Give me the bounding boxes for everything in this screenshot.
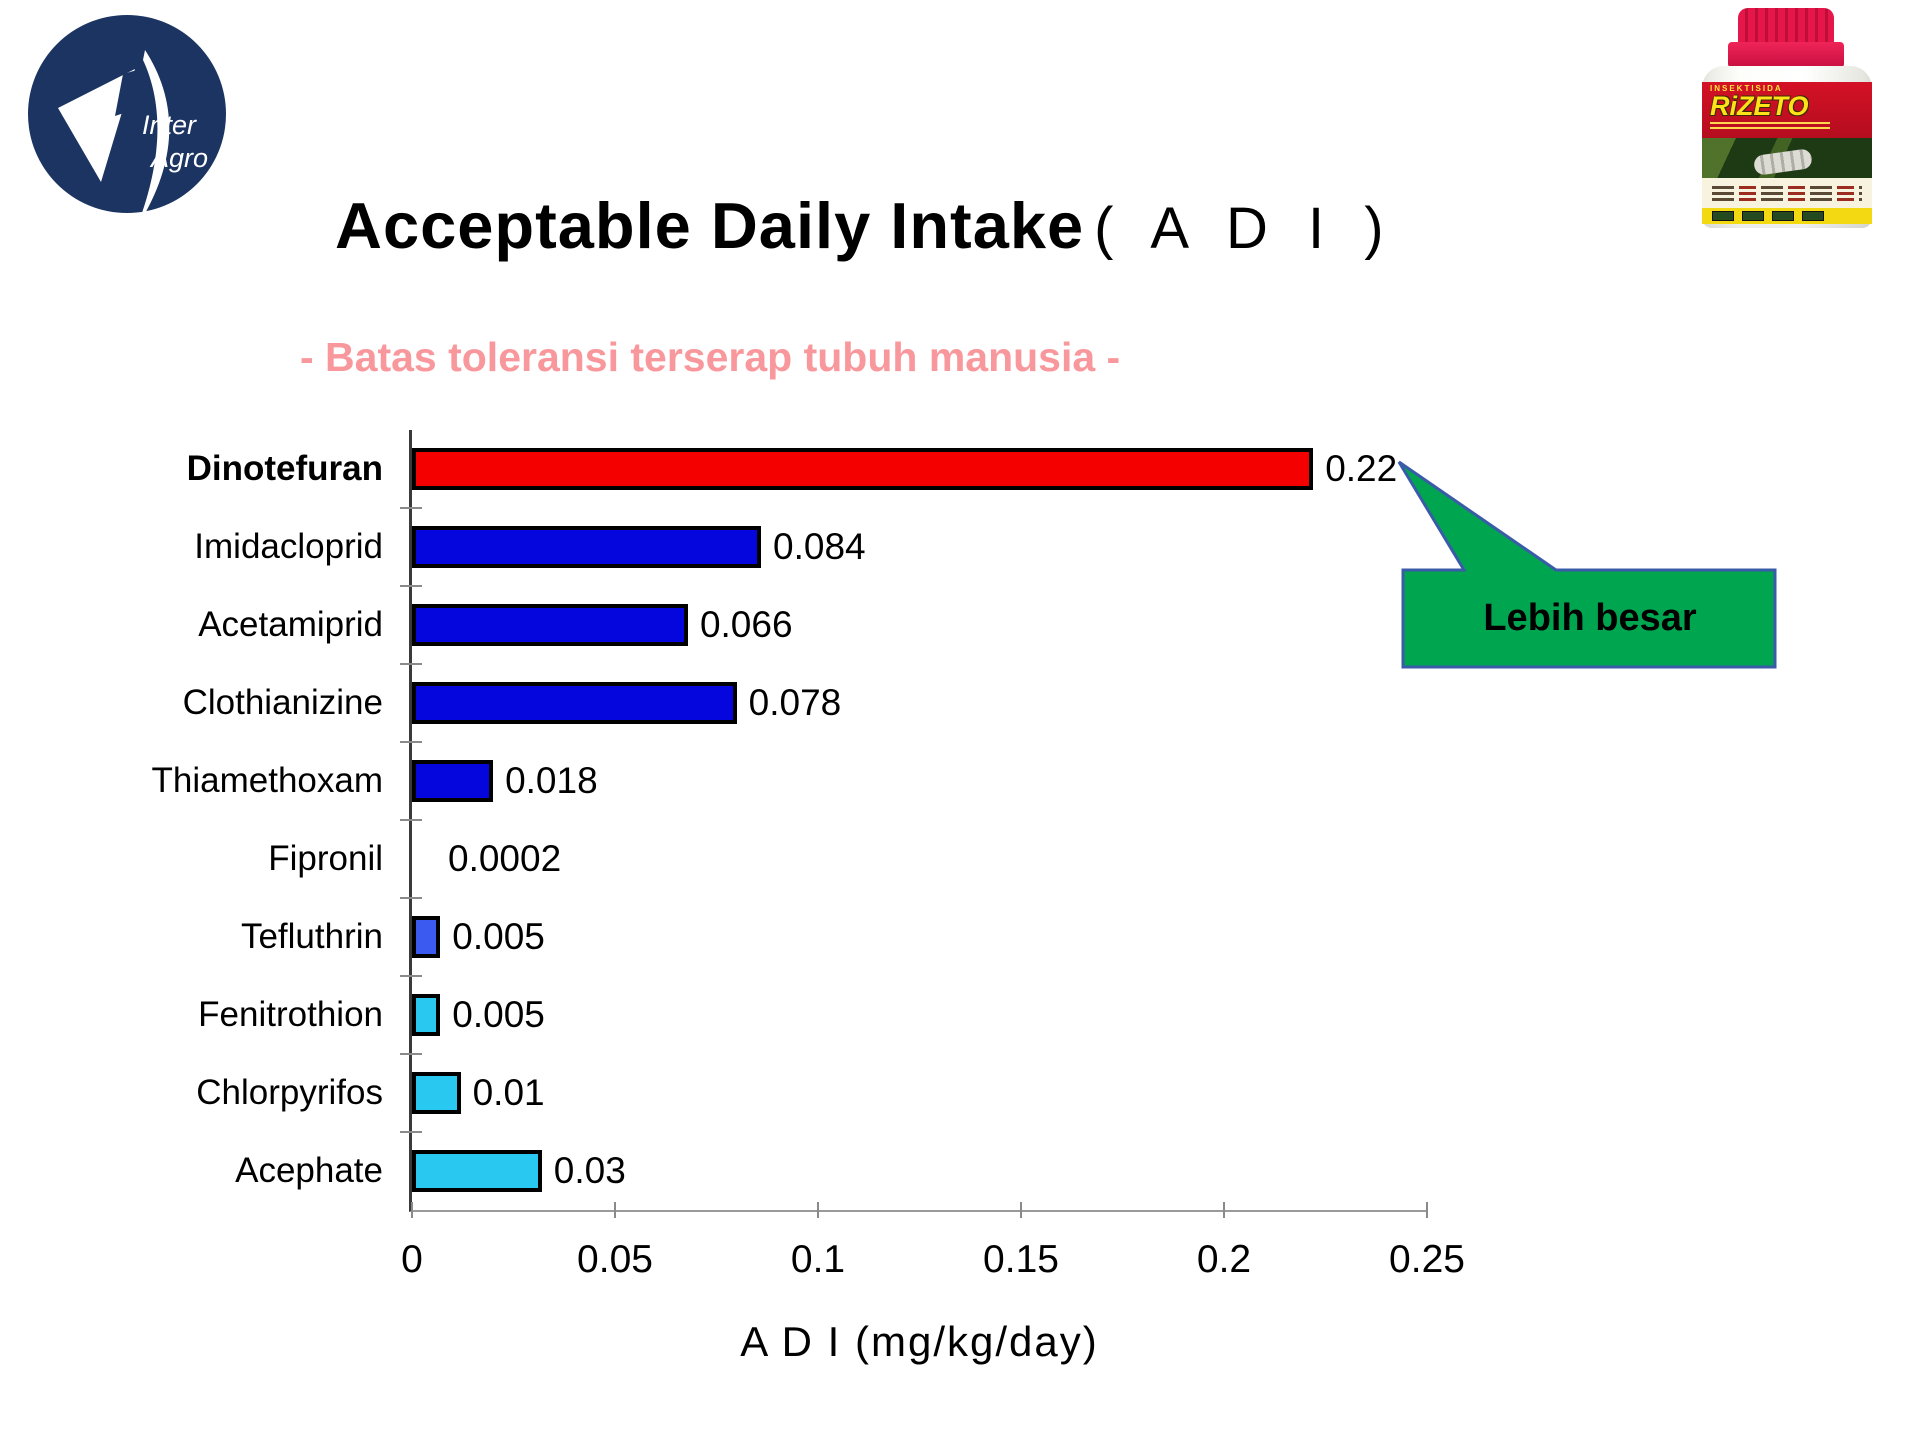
y-axis-tick [400, 741, 422, 743]
bottle-label-description [1702, 178, 1872, 208]
callout-lebih-besar: Lebih besar [1395, 458, 1785, 673]
x-axis-tick [1223, 1202, 1225, 1218]
adi-bar-chart: Dinotefuran Imidacloprid Acetamiprid Clothi… [30, 430, 1465, 1365]
category-label: Tefluthrin [240, 917, 383, 956]
y-axis-tick [400, 585, 422, 587]
category-label: Acetamiprid [198, 605, 383, 644]
plot-area: A D I (mg/kg/day) 0.22 0.084 0.066 0.078 0.0… [400, 430, 1465, 1365]
x-axis-tick-label: 0.2 [1196, 1238, 1252, 1281]
bar [412, 448, 1314, 490]
bottle-brand-name: RiZETO [1710, 91, 1809, 121]
bottle-cap-base [1728, 42, 1844, 68]
category-label: Thiamethoxam [151, 761, 383, 800]
bar [412, 682, 737, 724]
bar [412, 1150, 542, 1192]
x-axis-tick [817, 1202, 819, 1218]
bar [412, 526, 762, 568]
category-labels: Dinotefuran Imidacloprid Acetamiprid Clothi… [30, 430, 409, 1212]
caterpillar-icon [1752, 148, 1814, 176]
interagro-logo: Inter Agro [25, 12, 230, 227]
category-label: Clothianizine [182, 683, 383, 722]
y-axis-tick [400, 1053, 422, 1055]
x-axis-tick [614, 1202, 616, 1218]
bar [412, 1072, 461, 1114]
x-axis-tick-label: 0.1 [790, 1238, 846, 1281]
bar-value-label: 0.084 [773, 526, 866, 567]
bottle-label-header: INSEKTISIDA RiZETO [1702, 82, 1872, 138]
bar [412, 916, 441, 958]
bar-row: 0.005 [412, 898, 1427, 976]
logo-text-line1: Inter [142, 110, 197, 140]
x-axis-tick [411, 1202, 413, 1218]
y-axis-tick [400, 507, 422, 509]
category-label: Fenitrothion [198, 995, 383, 1034]
callout-text: Lebih besar [1483, 596, 1697, 639]
category-label: Chlorpyrifos [196, 1073, 383, 1112]
bar-value-label: 0.066 [699, 604, 793, 645]
bar-row: 0.03 [412, 1132, 1427, 1210]
x-axis-tick [1020, 1202, 1022, 1218]
x-axis-tick-label: 0 [401, 1238, 423, 1281]
bar-value-label: 0.018 [505, 760, 598, 801]
bottle-label-footer [1702, 208, 1872, 224]
bottle-label-type: INSEKTISIDA [1710, 84, 1783, 93]
category-label: Acephate [235, 1151, 383, 1190]
bottle-body: INSEKTISIDA RiZETO [1702, 66, 1872, 228]
bar-row: 0.066 [412, 586, 1427, 664]
bottle-label-photo [1702, 138, 1872, 178]
bar-value-label: 0.22 [1325, 448, 1398, 489]
category-label: Fipronil [268, 839, 383, 878]
bar-value-label: 0.03 [553, 1150, 626, 1191]
x-axis-title: A D I (mg/kg/day) [740, 1318, 1099, 1365]
bar-row: 0.01 [412, 1054, 1427, 1132]
x-axis-tick-label: 0.05 [577, 1238, 653, 1281]
bottle-label-fineprint [1710, 122, 1830, 131]
bar-row: 0.0002 [412, 820, 1427, 898]
category-label: Dinotefuran [186, 449, 383, 488]
bar-value-label: 0.005 [452, 916, 545, 957]
product-bottle-image: INSEKTISIDA RiZETO [1688, 8, 1886, 228]
bar-value-label: 0.0002 [448, 838, 562, 879]
page-title-acronym: ( A D I ) [1094, 196, 1396, 261]
bar-value-label: 0.01 [472, 1072, 545, 1113]
page-title: Acceptable Daily Intake( A D I ) [335, 188, 1396, 263]
bar-row: 0.084 [412, 508, 1427, 586]
callout-shape-icon [1397, 460, 1777, 669]
bar [412, 994, 441, 1036]
x-axis-tick-label: 0.15 [983, 1238, 1059, 1281]
bar [412, 604, 688, 646]
logo-text-line2: Agro [149, 143, 208, 173]
bar-row: 0.018 [412, 742, 1427, 820]
interagro-logo-icon: Inter Agro [28, 15, 226, 227]
page-subtitle: - Batas toleransi terserap tubuh manusia… [300, 334, 1121, 380]
y-axis-tick [400, 819, 422, 821]
bar-value-label: 0.005 [452, 994, 545, 1035]
x-axis-tick [1426, 1202, 1428, 1218]
bar-row: 0.078 [412, 664, 1427, 742]
category-label: Imidacloprid [194, 527, 383, 566]
bar [412, 760, 494, 802]
bar-row: 0.22 [412, 430, 1427, 508]
y-axis-tick [400, 975, 422, 977]
y-axis-tick [400, 1131, 422, 1133]
y-axis-tick [400, 897, 422, 899]
bar-row: 0.005 [412, 976, 1427, 1054]
page-title-main: Acceptable Daily Intake [335, 189, 1085, 262]
y-axis-tick [400, 663, 422, 665]
x-axis-tick-label: 0.25 [1389, 1238, 1465, 1281]
bar-value-label: 0.078 [748, 682, 842, 723]
bottle-cap-icon [1738, 8, 1834, 44]
